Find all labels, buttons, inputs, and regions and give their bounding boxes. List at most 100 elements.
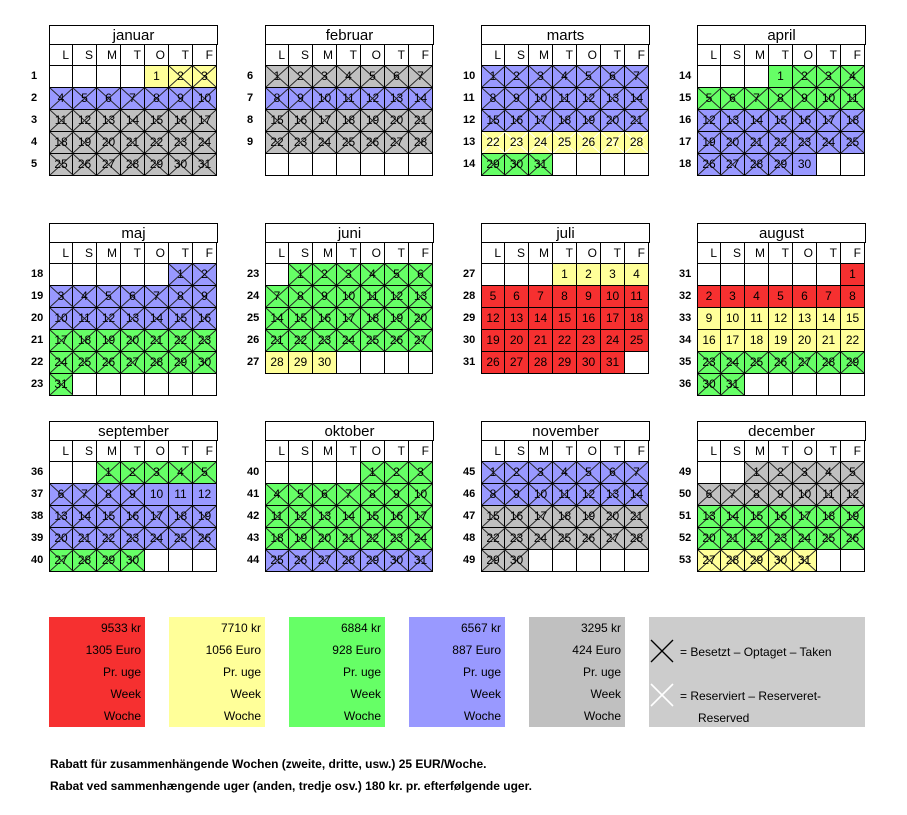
day-cell[interactable]: 15: [265, 110, 289, 132]
day-cell[interactable]: 9: [169, 88, 193, 110]
day-cell[interactable]: 23: [793, 132, 817, 154]
day-cell[interactable]: 11: [817, 484, 841, 506]
day-cell[interactable]: 13: [409, 286, 433, 308]
day-cell[interactable]: 13: [601, 484, 625, 506]
day-cell[interactable]: 31: [193, 154, 217, 176]
day-cell[interactable]: 4: [625, 264, 649, 286]
day-cell[interactable]: 18: [73, 330, 97, 352]
day-cell[interactable]: 19: [97, 330, 121, 352]
day-cell[interactable]: 7: [145, 286, 169, 308]
day-cell[interactable]: 26: [361, 132, 385, 154]
day-cell[interactable]: 17: [337, 308, 361, 330]
day-cell[interactable]: 22: [481, 132, 505, 154]
day-cell[interactable]: 24: [793, 528, 817, 550]
day-cell[interactable]: 3: [49, 286, 73, 308]
day-cell[interactable]: 16: [505, 110, 529, 132]
day-cell[interactable]: 30: [577, 352, 601, 374]
day-cell[interactable]: 16: [289, 110, 313, 132]
day-cell[interactable]: 4: [361, 264, 385, 286]
day-cell[interactable]: 31: [793, 550, 817, 572]
day-cell[interactable]: 16: [793, 110, 817, 132]
day-cell[interactable]: 9: [385, 484, 409, 506]
day-cell[interactable]: 5: [289, 484, 313, 506]
day-cell[interactable]: 18: [337, 110, 361, 132]
day-cell[interactable]: 23: [169, 132, 193, 154]
day-cell[interactable]: 30: [793, 154, 817, 176]
day-cell[interactable]: 9: [793, 88, 817, 110]
day-cell[interactable]: 8: [841, 286, 865, 308]
day-cell[interactable]: 19: [577, 506, 601, 528]
day-cell[interactable]: 22: [769, 132, 793, 154]
day-cell[interactable]: 16: [769, 506, 793, 528]
day-cell[interactable]: 10: [337, 286, 361, 308]
day-cell[interactable]: 14: [73, 506, 97, 528]
day-cell[interactable]: 30: [313, 352, 337, 374]
day-cell[interactable]: 13: [505, 308, 529, 330]
day-cell[interactable]: 27: [385, 132, 409, 154]
day-cell[interactable]: 21: [745, 132, 769, 154]
day-cell[interactable]: 30: [505, 154, 529, 176]
day-cell[interactable]: 23: [313, 330, 337, 352]
day-cell[interactable]: 3: [409, 462, 433, 484]
day-cell[interactable]: 11: [745, 308, 769, 330]
day-cell[interactable]: 18: [265, 528, 289, 550]
day-cell[interactable]: 7: [529, 286, 553, 308]
day-cell[interactable]: 29: [145, 154, 169, 176]
day-cell[interactable]: 19: [481, 330, 505, 352]
day-cell[interactable]: 11: [553, 88, 577, 110]
day-cell[interactable]: 3: [721, 286, 745, 308]
day-cell[interactable]: 23: [697, 352, 721, 374]
day-cell[interactable]: 27: [505, 352, 529, 374]
day-cell[interactable]: 1: [265, 66, 289, 88]
day-cell[interactable]: 17: [817, 110, 841, 132]
day-cell[interactable]: 21: [337, 528, 361, 550]
day-cell[interactable]: 25: [817, 528, 841, 550]
day-cell[interactable]: 15: [361, 506, 385, 528]
day-cell[interactable]: 11: [73, 308, 97, 330]
day-cell[interactable]: 23: [505, 132, 529, 154]
day-cell[interactable]: 8: [361, 484, 385, 506]
day-cell[interactable]: 19: [841, 506, 865, 528]
day-cell[interactable]: 2: [505, 462, 529, 484]
day-cell[interactable]: 4: [73, 286, 97, 308]
day-cell[interactable]: 14: [145, 308, 169, 330]
day-cell[interactable]: 27: [313, 550, 337, 572]
day-cell[interactable]: 4: [553, 462, 577, 484]
day-cell[interactable]: 20: [97, 132, 121, 154]
day-cell[interactable]: 17: [313, 110, 337, 132]
day-cell[interactable]: 18: [553, 506, 577, 528]
day-cell[interactable]: 2: [385, 462, 409, 484]
day-cell[interactable]: 10: [601, 286, 625, 308]
day-cell[interactable]: 23: [769, 528, 793, 550]
day-cell[interactable]: 26: [97, 352, 121, 374]
day-cell[interactable]: 7: [265, 286, 289, 308]
day-cell[interactable]: 2: [577, 264, 601, 286]
day-cell[interactable]: 26: [841, 528, 865, 550]
day-cell[interactable]: 1: [769, 66, 793, 88]
day-cell[interactable]: 5: [577, 462, 601, 484]
day-cell[interactable]: 8: [169, 286, 193, 308]
day-cell[interactable]: 25: [553, 132, 577, 154]
day-cell[interactable]: 27: [409, 330, 433, 352]
day-cell[interactable]: 1: [361, 462, 385, 484]
day-cell[interactable]: 14: [529, 308, 553, 330]
day-cell[interactable]: 3: [337, 264, 361, 286]
day-cell[interactable]: 8: [553, 286, 577, 308]
day-cell[interactable]: 27: [793, 352, 817, 374]
day-cell[interactable]: 7: [721, 484, 745, 506]
day-cell[interactable]: 8: [97, 484, 121, 506]
day-cell[interactable]: 15: [481, 110, 505, 132]
day-cell[interactable]: 21: [409, 110, 433, 132]
day-cell[interactable]: 13: [385, 88, 409, 110]
day-cell[interactable]: 25: [49, 154, 73, 176]
day-cell[interactable]: 5: [361, 66, 385, 88]
day-cell[interactable]: 11: [361, 286, 385, 308]
day-cell[interactable]: 12: [577, 88, 601, 110]
day-cell[interactable]: 21: [625, 506, 649, 528]
day-cell[interactable]: 18: [49, 132, 73, 154]
day-cell[interactable]: 24: [193, 132, 217, 154]
day-cell[interactable]: 15: [745, 506, 769, 528]
day-cell[interactable]: 6: [505, 286, 529, 308]
day-cell[interactable]: 6: [793, 286, 817, 308]
day-cell[interactable]: 12: [577, 484, 601, 506]
